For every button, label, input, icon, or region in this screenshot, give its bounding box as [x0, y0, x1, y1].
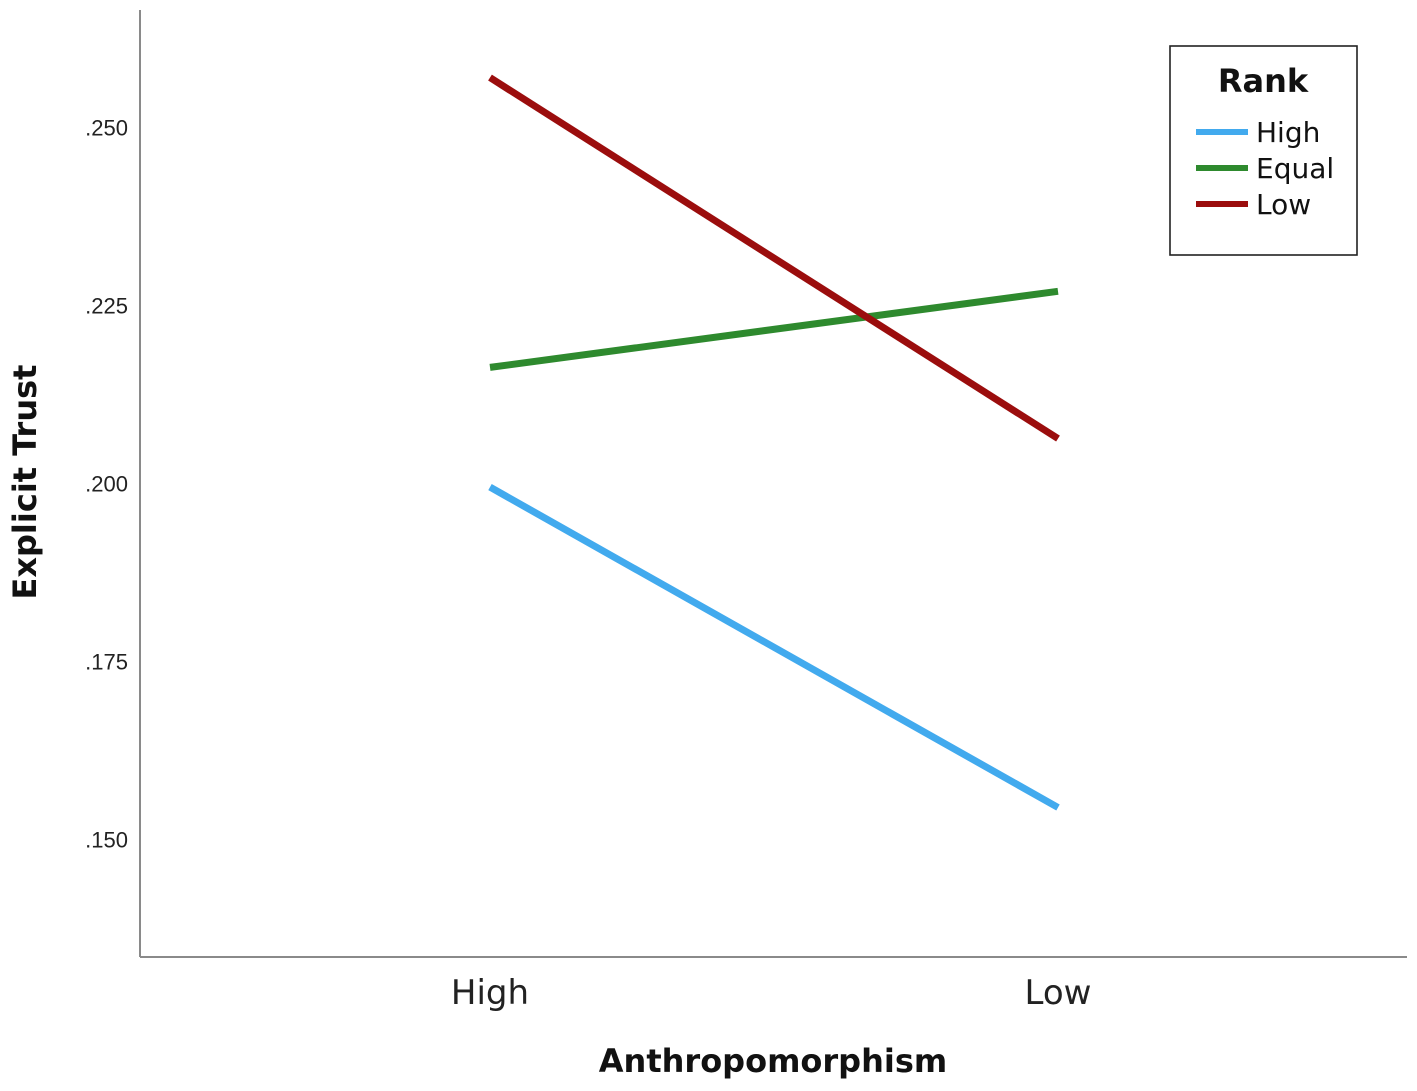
x-axis-title: Anthropomorphism — [599, 1042, 947, 1080]
y-axis-title: Explicit Trust — [6, 365, 44, 600]
series-lines — [488, 74, 1060, 811]
y-tick-label: .150 — [85, 828, 128, 853]
legend-title: Rank — [1218, 62, 1309, 100]
y-tick-label: .175 — [85, 650, 128, 675]
y-tick-labels: .150 .175 .200 .225 .250 — [85, 115, 128, 852]
legend-label-high: High — [1256, 116, 1320, 149]
series-line-high — [488, 484, 1060, 811]
series-line-equal — [489, 287, 1059, 371]
legend-label-low: Low — [1256, 188, 1311, 221]
y-tick-label: .250 — [85, 115, 128, 140]
x-tick-label: Low — [1025, 973, 1092, 1013]
legend-box — [1169, 45, 1358, 256]
x-tick-labels: High Low — [451, 973, 1092, 1013]
legend-label-equal: Equal — [1256, 152, 1334, 185]
x-tick-label: High — [451, 973, 529, 1013]
axes — [139, 10, 1407, 958]
series-line-low — [488, 74, 1060, 442]
y-tick-label: .200 — [85, 472, 128, 497]
y-tick-label: .225 — [85, 293, 128, 318]
